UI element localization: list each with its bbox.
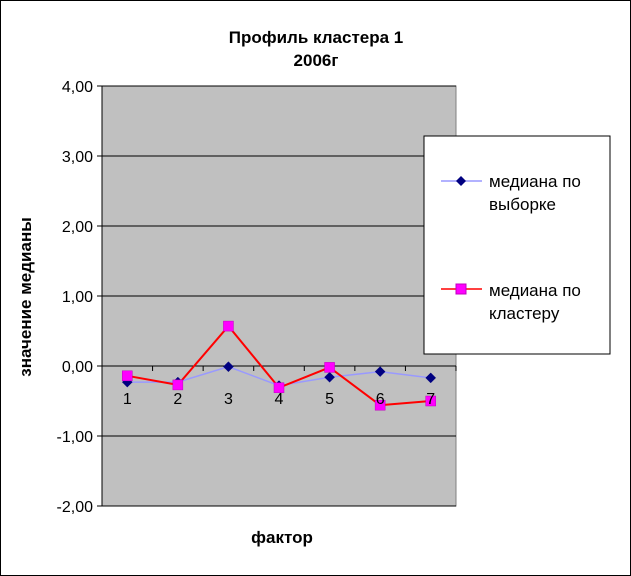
- y-tick-label: 2,00: [62, 219, 93, 236]
- legend-label-sample-line-2: выборке: [489, 195, 556, 214]
- data-point-sample: [374, 366, 386, 377]
- x-tick-label: 4: [275, 391, 284, 408]
- chart-title-line-1: Профиль кластера 1: [229, 28, 404, 47]
- series-layer: 1 2 3 4 5 6 7: [121, 320, 437, 411]
- chart-title-line-2: 2006г: [294, 51, 339, 70]
- data-point-cluster: [273, 382, 285, 393]
- x-tick-label: 7: [426, 391, 435, 408]
- legend-label-cluster-line-1: медиана по: [489, 281, 581, 300]
- data-point-sample: [324, 371, 335, 383]
- legend-label-cluster-line-2: кластеру: [489, 304, 560, 323]
- y-tick-label: 3,00: [62, 149, 93, 166]
- y-tick-label: -1,00: [57, 429, 94, 446]
- x-tick-label: 2: [173, 391, 182, 408]
- legend-diamond-marker: [456, 176, 466, 186]
- legend-label-sample-line-1: медиана по: [489, 172, 581, 191]
- y-tick-label: 0,00: [62, 359, 93, 376]
- data-point-cluster: [223, 320, 234, 332]
- data-point-cluster: [172, 379, 184, 391]
- y-tick-label: 4,00: [62, 79, 93, 96]
- data-point-cluster: [122, 370, 133, 382]
- x-axis-ticks: [101, 365, 457, 371]
- data-point-sample: [223, 361, 234, 373]
- y-tick-label: 1,00: [62, 289, 93, 306]
- y-axis-ticks: 4,00 3,00 2,00 1,00 0,00 -1,00 -2,00: [57, 79, 103, 516]
- data-point-cluster: [374, 399, 386, 411]
- x-tick-label: 3: [224, 391, 233, 408]
- legend-box: [423, 135, 611, 355]
- data-point-cluster: [324, 362, 335, 373]
- x-tick-label: 6: [376, 391, 385, 408]
- y-axis-title: значение медианы: [16, 217, 35, 376]
- x-tick-label: 5: [325, 391, 334, 408]
- y-tick-label: -2,00: [57, 499, 94, 516]
- legend: медиана по выборке медиана по кластеру: [423, 135, 611, 355]
- legend-square-marker: [455, 283, 467, 295]
- x-tick-label: 1: [123, 391, 132, 408]
- plot-area: [101, 85, 457, 507]
- data-point-sample: [425, 372, 437, 384]
- data-point-cluster: [425, 395, 436, 407]
- x-axis-title: фактор: [251, 528, 313, 547]
